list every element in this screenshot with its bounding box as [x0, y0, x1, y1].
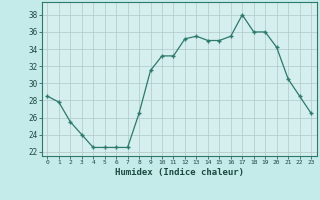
X-axis label: Humidex (Indice chaleur): Humidex (Indice chaleur)	[115, 168, 244, 177]
